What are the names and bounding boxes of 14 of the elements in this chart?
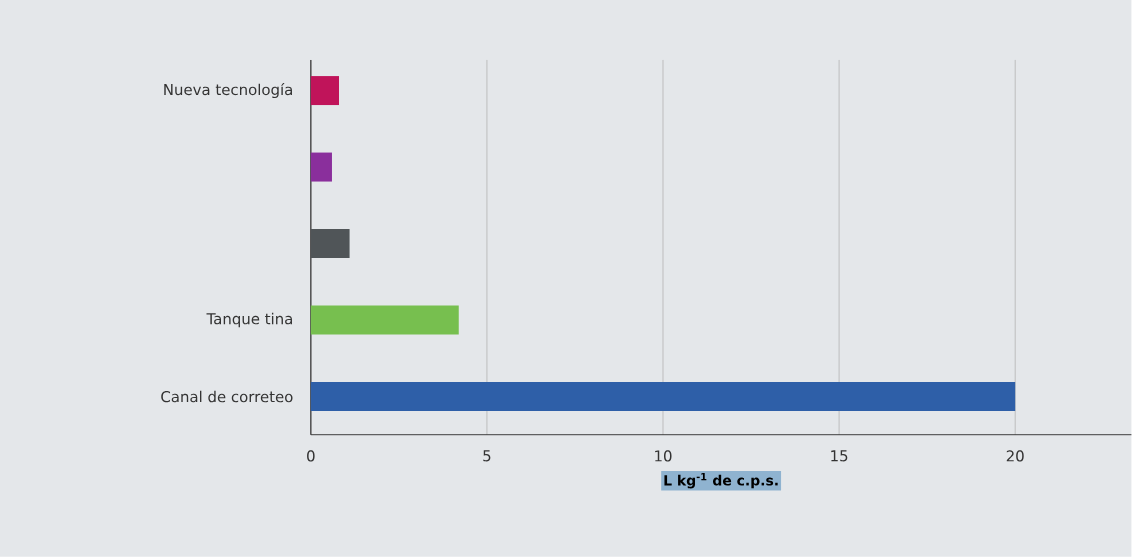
x-tick-label: 15 [831,450,848,462]
bar [310,152,332,182]
bar [310,229,350,259]
y-tick-label: Nueva tecnología [164,83,292,99]
y-tick-label: Canal de correteo [161,390,293,403]
y-tick-label: Tanque tina [206,312,292,328]
bar [310,305,459,335]
x-tick-label: 0 [307,450,315,462]
bar [310,382,1016,412]
bar [310,76,340,106]
x-axis-title: L kg$^{-1}$ de c.p.s. [664,473,778,489]
x-tick-label: 10 [655,450,672,462]
x-tick-label: 5 [483,450,491,462]
x-tick-label: 20 [1006,450,1024,462]
